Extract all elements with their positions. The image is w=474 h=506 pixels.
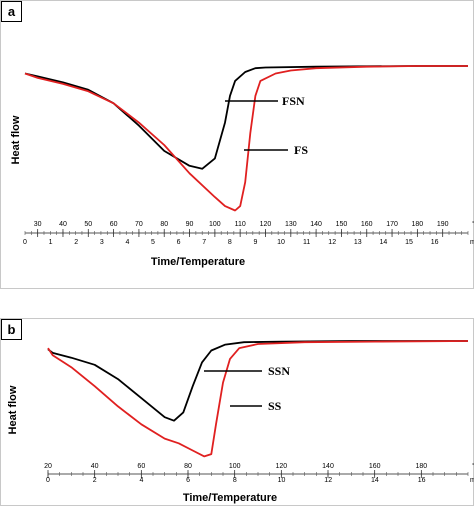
panel-a-series-fsn xyxy=(24,65,468,170)
panel-b-temp-tick-label: 120 xyxy=(275,463,287,470)
panel-a-x-title: Time/Temperature xyxy=(151,256,245,268)
panel-b-y-label: Heat flow xyxy=(7,385,19,434)
panel-b-time-tick-label: 16 xyxy=(418,477,426,484)
panel-b-temp-tick-label: 100 xyxy=(229,463,241,470)
panel-a-series-fs xyxy=(24,65,468,212)
panel-a-time-tick-label: 2 xyxy=(74,239,78,246)
panel-b-time-tick-label: 10 xyxy=(278,477,286,484)
panel-a-temp-unit: °C xyxy=(472,220,474,228)
panel-a-time-tick-label: 4 xyxy=(125,239,129,246)
panel-a-temp-tick-label: 90 xyxy=(186,221,194,228)
panel-a-time-tick-label: 14 xyxy=(380,239,388,246)
panel-b-plot: 20 40 60 80 100 120 140 160 180 °C 0 2 4 6 8 10 12 14 16 mi… xyxy=(44,340,474,484)
panel-a-time-tick-label: 10 xyxy=(277,239,285,246)
panel-b-time-tick-label: 14 xyxy=(371,477,379,484)
panel-a-frame xyxy=(0,0,474,289)
panel-b-temp-tick-label: 20 xyxy=(44,463,52,470)
panel-b-time-tick-label: 4 xyxy=(139,477,143,484)
panel-a-letter: a xyxy=(8,4,16,19)
panel-b-temp-tick-label: 180 xyxy=(415,463,427,470)
panel-a-time-tick-label: 0 xyxy=(23,239,27,246)
panel-b-series-ssn xyxy=(47,340,468,422)
panel-a-time-tick-label: 7 xyxy=(202,239,206,246)
panel-a-temp-tick-label: 130 xyxy=(285,221,297,228)
panel-a-time-unit: min xyxy=(470,239,474,246)
panel-a-temp-tick-label: 60 xyxy=(110,221,118,228)
panel-a-temp-tick-label: 40 xyxy=(59,221,67,228)
panel-a-time-tick-label: 15 xyxy=(405,239,413,246)
panel-a-temp-tick-label: 140 xyxy=(310,221,322,228)
panel-a-time-tick-label: 12 xyxy=(328,239,336,246)
panel-b-frame xyxy=(0,318,474,506)
panel-b-series-ss xyxy=(47,340,469,458)
panel-b-temp-tick-label: 160 xyxy=(369,463,381,470)
panel-b-time-tick-label: 0 xyxy=(46,477,50,484)
panel-a-y-label: Heat flow xyxy=(10,115,22,164)
panel-a-temp-tick-label: 70 xyxy=(135,221,143,228)
panel-a-time-tick-label: 6 xyxy=(177,239,181,246)
panel-b-temp-tick-label: 40 xyxy=(91,463,99,470)
panel-b-time-tick-label: 8 xyxy=(233,477,237,484)
panel-a-time-tick-label: 5 xyxy=(151,239,155,246)
panel-b-label-ssn: SSN xyxy=(268,364,290,378)
panel-b-letter: b xyxy=(8,322,16,337)
panel-a-temp-tick-label: 120 xyxy=(260,221,272,228)
panel-a-time-tick-label: 11 xyxy=(303,239,310,246)
panel-a-time-tick-label: 8 xyxy=(228,239,232,246)
panel-a-temp-tick-label: 150 xyxy=(336,221,348,228)
panel-b-temp-tick-label: 140 xyxy=(322,463,334,470)
panel-b-letter-box xyxy=(1,319,22,340)
panel-b-time-tick-label: 2 xyxy=(93,477,97,484)
panel-a-temp-tick-label: 110 xyxy=(235,221,246,228)
panel-a-time-tick-label: 13 xyxy=(354,239,362,246)
panel-b-temp-tick-label: 80 xyxy=(184,463,192,470)
panel-a-time-tick-label: 9 xyxy=(253,239,257,246)
panel-a-temp-tick-label: 50 xyxy=(84,221,92,228)
panel-a-temp-tick-label: 100 xyxy=(209,221,221,228)
panel-a-time-tick-label: 1 xyxy=(49,239,53,246)
panel-a-label-fsn: FSN xyxy=(282,94,305,108)
panel-b-temp-tick-label: 60 xyxy=(137,463,145,470)
panel-a-plot: 30 40 50 60 70 80 90 100 110 120 130 140 150 160 170 18… xyxy=(23,65,474,246)
panel-b-time-unit: min xyxy=(470,477,474,484)
panel-a-temp-tick-label: 190 xyxy=(437,221,449,228)
panel-a-temp-tick-label: 80 xyxy=(160,221,168,228)
panel-b-time-tick-label: 6 xyxy=(186,477,190,484)
panel-a-temp-tick-label: 170 xyxy=(386,221,398,228)
panel-a-temp-tick-label: 160 xyxy=(361,221,373,228)
panel-a-letter-box xyxy=(1,1,22,22)
panel-a-temp-tick-label: 180 xyxy=(412,221,424,228)
panel-b-label-ss: SS xyxy=(268,399,282,413)
panel-a-label-fs: FS xyxy=(294,143,308,157)
panel-a-temp-tick-label: 30 xyxy=(34,221,42,228)
panel-b-time-tick-label: 12 xyxy=(324,477,332,484)
panel-b-x-title: Time/Temperature xyxy=(183,492,277,504)
panel-b-temp-unit: °C xyxy=(472,462,474,470)
panel-a-time-tick-label: 16 xyxy=(431,239,439,246)
panel-a-time-tick-label: 3 xyxy=(100,239,104,246)
